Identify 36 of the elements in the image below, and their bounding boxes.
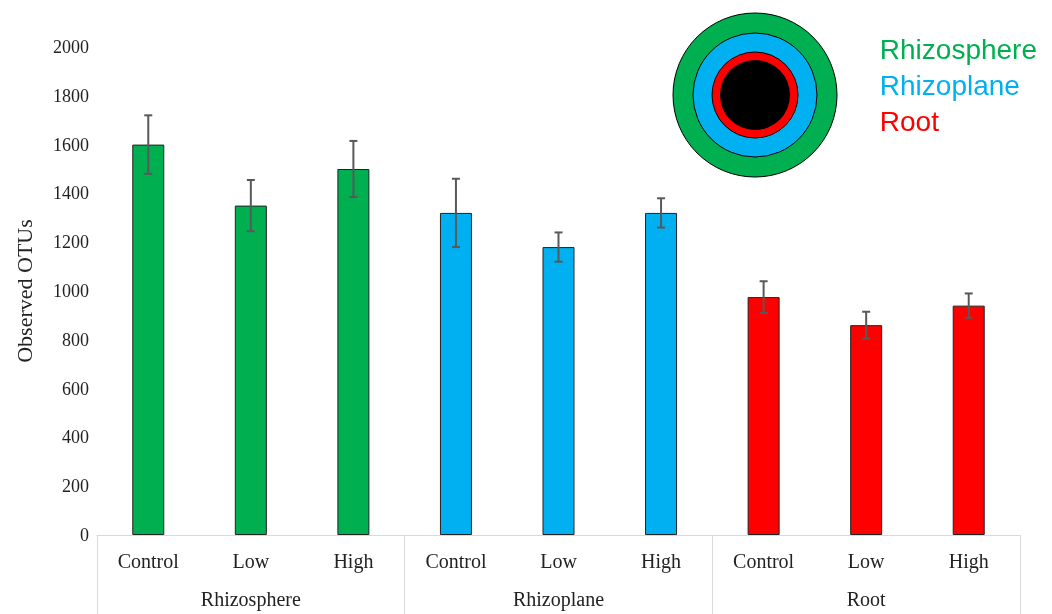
x-tick-label: Low (540, 550, 578, 572)
x-tick-label: Control (733, 550, 795, 572)
y-tick-label: 400 (62, 427, 89, 448)
y-tick-label: 800 (62, 329, 89, 350)
text: Rhizoplane (512, 588, 605, 610)
bar (645, 212, 678, 535)
y-tick-label: 200 (62, 476, 89, 497)
bar (850, 325, 883, 535)
text: Rhizosphere (200, 588, 301, 610)
bar (132, 144, 165, 535)
x-tick-label: High (333, 550, 374, 573)
y-tick-label: 1800 (53, 85, 89, 106)
bar (337, 169, 370, 535)
x-tick-label: Control (425, 550, 487, 572)
bar (439, 212, 472, 535)
text: Root (846, 588, 886, 610)
x-tick-label: Low (847, 550, 886, 572)
y-tick-label: 1400 (53, 183, 89, 204)
text: Rhizosphere (879, 33, 1037, 65)
y-tick-label: 1600 (53, 134, 89, 155)
text: Rhizoplane (879, 69, 1020, 101)
y-tick-label: 600 (62, 378, 89, 399)
x-tick-label: Control (117, 550, 180, 572)
text: Root (879, 105, 940, 137)
x-tick-label: High (948, 550, 989, 573)
bar (234, 205, 267, 535)
bar (542, 247, 575, 535)
y-tick-label: 0 (80, 525, 89, 545)
y-tick-label: 1200 (53, 232, 89, 253)
bar (952, 305, 985, 535)
bar (747, 297, 780, 535)
y-tick-label: 1000 (53, 281, 89, 301)
x-tick-label: High (641, 550, 682, 573)
y-tick-label: 2000 (53, 37, 89, 57)
y-axis-title: Observed OTUs (11, 219, 37, 363)
x-tick-label: Low (232, 550, 270, 572)
